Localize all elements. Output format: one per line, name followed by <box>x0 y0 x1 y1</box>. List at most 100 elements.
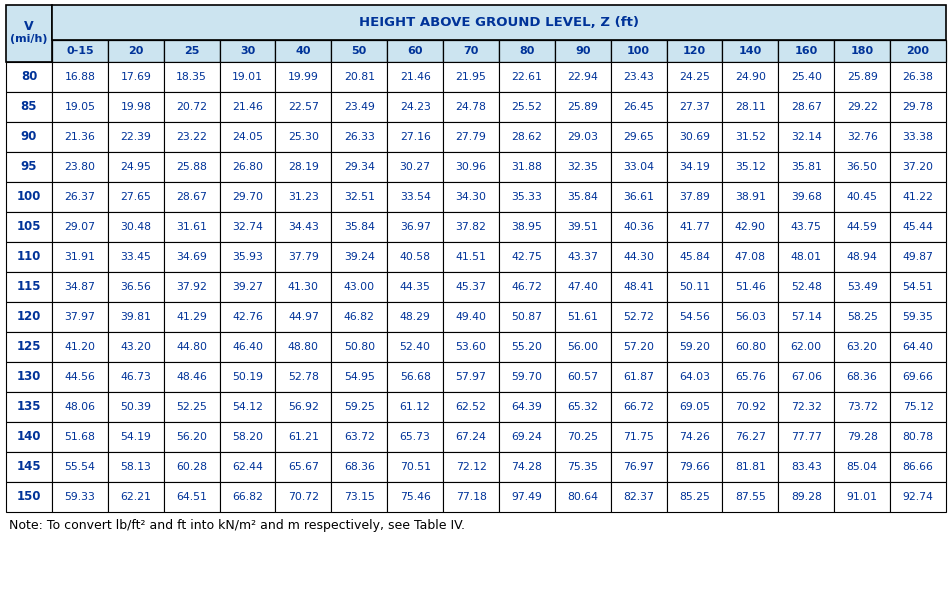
Text: 75.35: 75.35 <box>566 462 598 472</box>
Bar <box>108 152 164 182</box>
Text: 27.79: 27.79 <box>455 132 486 142</box>
Text: 65.32: 65.32 <box>566 402 598 412</box>
Bar <box>275 242 331 272</box>
Bar <box>108 242 164 272</box>
Text: 28.11: 28.11 <box>734 102 765 112</box>
Text: 31.61: 31.61 <box>176 222 207 232</box>
Bar <box>666 272 722 302</box>
Bar <box>387 452 443 482</box>
Text: 60.80: 60.80 <box>734 342 765 352</box>
Text: 59.33: 59.33 <box>65 492 95 502</box>
Text: 37.92: 37.92 <box>176 282 207 292</box>
Text: 51.68: 51.68 <box>65 432 95 442</box>
Text: 25.30: 25.30 <box>288 132 319 142</box>
Bar <box>6 392 52 422</box>
Text: 29.65: 29.65 <box>623 132 653 142</box>
Text: 61.12: 61.12 <box>399 402 430 412</box>
Text: 62.21: 62.21 <box>120 492 151 502</box>
Text: 140: 140 <box>17 430 41 443</box>
Bar <box>331 272 387 302</box>
Text: 56.00: 56.00 <box>566 342 598 352</box>
Bar <box>499 152 554 182</box>
Bar <box>554 212 610 242</box>
Bar <box>722 92 778 122</box>
Bar <box>833 122 889 152</box>
Text: 61.87: 61.87 <box>623 372 653 382</box>
Text: 32.35: 32.35 <box>566 162 598 172</box>
Bar <box>6 62 52 92</box>
Bar <box>164 362 219 392</box>
Bar <box>52 422 108 452</box>
Text: 26.80: 26.80 <box>232 162 263 172</box>
Bar <box>331 152 387 182</box>
Bar <box>889 452 945 482</box>
Text: 19.05: 19.05 <box>65 102 95 112</box>
Bar <box>554 452 610 482</box>
Text: 32.14: 32.14 <box>790 132 821 142</box>
Bar <box>778 242 833 272</box>
Bar <box>275 272 331 302</box>
Bar <box>219 272 275 302</box>
Bar <box>219 302 275 332</box>
Text: 28.62: 28.62 <box>511 132 542 142</box>
Text: 31.88: 31.88 <box>511 162 542 172</box>
Text: 59.35: 59.35 <box>902 312 933 322</box>
Bar <box>499 272 554 302</box>
Text: 23.43: 23.43 <box>623 72 653 82</box>
Bar <box>164 392 219 422</box>
Bar <box>499 362 554 392</box>
Bar <box>722 482 778 512</box>
Bar <box>889 272 945 302</box>
Text: 29.22: 29.22 <box>846 102 877 112</box>
Text: 89.28: 89.28 <box>790 492 821 502</box>
Text: 62.44: 62.44 <box>232 462 263 472</box>
Text: 50.11: 50.11 <box>679 282 709 292</box>
Bar <box>666 242 722 272</box>
Text: 90: 90 <box>574 46 590 56</box>
Text: 46.73: 46.73 <box>120 372 151 382</box>
Bar <box>778 272 833 302</box>
Text: 77.77: 77.77 <box>790 432 821 442</box>
Text: 43.00: 43.00 <box>344 282 374 292</box>
Text: 46.82: 46.82 <box>344 312 374 322</box>
Text: 70.92: 70.92 <box>734 402 765 412</box>
Text: 41.20: 41.20 <box>65 342 95 352</box>
Bar <box>6 272 52 302</box>
Bar <box>331 182 387 212</box>
Bar <box>778 62 833 92</box>
Bar <box>499 212 554 242</box>
Text: 54.51: 54.51 <box>902 282 933 292</box>
Bar <box>833 302 889 332</box>
Bar <box>833 362 889 392</box>
Bar <box>554 482 610 512</box>
Text: 83.43: 83.43 <box>790 462 821 472</box>
Bar <box>52 242 108 272</box>
Text: 24.90: 24.90 <box>734 72 765 82</box>
Text: 65.73: 65.73 <box>399 432 430 442</box>
Text: 56.92: 56.92 <box>288 402 319 412</box>
Text: 66.72: 66.72 <box>623 402 653 412</box>
Text: 125: 125 <box>17 341 41 354</box>
Bar <box>722 332 778 362</box>
Text: 41.30: 41.30 <box>288 282 319 292</box>
Text: 52.72: 52.72 <box>623 312 653 322</box>
Bar <box>108 212 164 242</box>
Text: 54.19: 54.19 <box>120 432 151 442</box>
Bar <box>219 362 275 392</box>
Bar <box>387 212 443 242</box>
Text: 29.34: 29.34 <box>344 162 374 172</box>
Text: 19.98: 19.98 <box>120 102 151 112</box>
Text: 41.29: 41.29 <box>176 312 207 322</box>
Bar <box>554 332 610 362</box>
Bar <box>52 122 108 152</box>
Text: 150: 150 <box>17 491 41 503</box>
Text: 51.46: 51.46 <box>734 282 765 292</box>
Text: 23.22: 23.22 <box>176 132 207 142</box>
Bar <box>778 302 833 332</box>
Text: 97.49: 97.49 <box>511 492 542 502</box>
Text: 80.64: 80.64 <box>566 492 598 502</box>
Text: 37.20: 37.20 <box>902 162 933 172</box>
Bar <box>722 362 778 392</box>
Bar <box>666 152 722 182</box>
Text: 67.06: 67.06 <box>790 372 821 382</box>
